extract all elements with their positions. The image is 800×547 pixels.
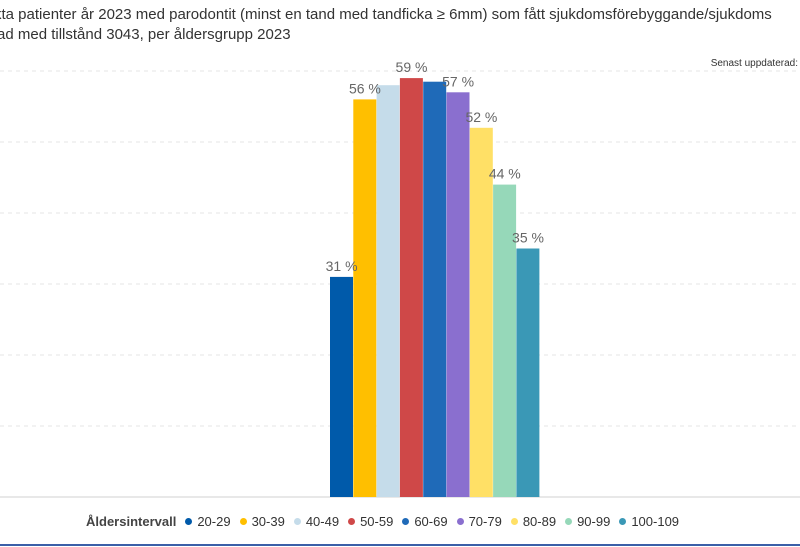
bottom-border xyxy=(0,544,800,546)
legend-label: 50-59 xyxy=(360,514,394,529)
data-label-100-109: 35 % xyxy=(512,230,544,246)
data-label-30-39: 56 % xyxy=(349,80,381,96)
bar-70-79 xyxy=(446,92,470,498)
data-labels: 31 % 56 % 59 % 57 % 52 % 44 % 35 % xyxy=(326,59,544,274)
legend-dot-icon xyxy=(456,518,464,525)
chart-title-line-2: ad med tillstånd 3043, per åldersgrupp 2… xyxy=(0,26,291,43)
legend-label: 100-109 xyxy=(631,514,680,529)
legend-item-30-39[interactable]: 30-39 xyxy=(239,514,285,529)
legend: Åldersintervall 20-29 30-39 40-49 50-59 60-6… xyxy=(86,514,688,529)
legend-label: 90-99 xyxy=(577,514,611,529)
bar-100-109 xyxy=(516,248,540,497)
legend-dot-icon xyxy=(619,518,627,525)
legend-item-20-29[interactable]: 20-29 xyxy=(185,514,231,529)
bar-60-69 xyxy=(423,81,447,497)
legend-dot-icon xyxy=(565,518,573,525)
bar-20-29 xyxy=(330,276,353,497)
data-label-90-99: 44 % xyxy=(489,166,521,182)
chart-title-line-1: kta patienter år 2023 med parodontit (mi… xyxy=(0,6,772,23)
data-label-70-79: 57 % xyxy=(442,73,474,89)
legend-item-50-59[interactable]: 50-59 xyxy=(348,514,393,529)
legend-label: 80-89 xyxy=(522,514,557,529)
legend-dot-icon xyxy=(510,518,518,525)
bar-50-59 xyxy=(399,78,423,497)
legend-dot-icon xyxy=(239,518,247,525)
legend-dot-icon xyxy=(402,518,410,525)
data-label-20-29: 31 % xyxy=(326,258,358,274)
legend-item-100-109[interactable]: 100-109 xyxy=(619,514,679,529)
legend-label: 20-29 xyxy=(197,514,231,529)
legend-dot-icon xyxy=(293,518,301,525)
legend-item-60-69[interactable]: 60-69 xyxy=(402,514,448,529)
updated-label: Senast uppdaterad: xyxy=(710,58,798,69)
bar-90-99 xyxy=(493,184,517,497)
bar-80-89 xyxy=(469,127,493,498)
legend-label: 40-49 xyxy=(305,514,340,529)
data-label-50-59: 59 % xyxy=(396,59,428,75)
legend-item-80-89[interactable]: 80-89 xyxy=(510,514,557,529)
legend-item-40-49[interactable]: 40-49 xyxy=(293,514,340,529)
legend-title: Åldersintervall xyxy=(86,514,177,529)
legend-item-90-99[interactable]: 90-99 xyxy=(565,514,610,529)
legend-item-70-79[interactable]: 70-79 xyxy=(456,514,502,529)
bars xyxy=(330,78,540,498)
legend-items: 20-29 30-39 40-49 50-59 60-69 70-79 80-89 90-99… xyxy=(185,514,688,529)
bar-40-49 xyxy=(376,85,400,497)
legend-dot-icon xyxy=(348,518,356,525)
data-label-80-89: 52 % xyxy=(465,109,497,125)
bar-30-39 xyxy=(353,99,377,498)
legend-label: 30-39 xyxy=(251,514,285,529)
legend-dot-icon xyxy=(185,518,193,525)
legend-label: 70-79 xyxy=(468,514,502,529)
legend-label: 60-69 xyxy=(414,514,448,529)
